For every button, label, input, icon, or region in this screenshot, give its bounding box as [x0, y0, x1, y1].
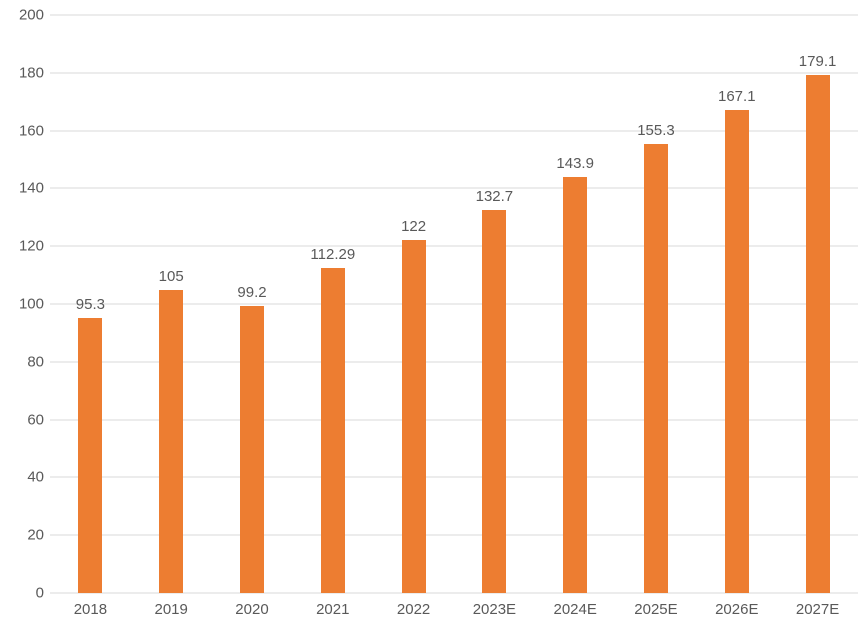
bar [724, 110, 749, 593]
gridline [50, 303, 858, 305]
bar-value-label: 143.9 [556, 155, 594, 173]
bar [482, 209, 507, 593]
bar-group: 105 [131, 15, 212, 593]
y-tick-label: 80 [27, 353, 44, 371]
bar [159, 289, 184, 593]
gridline [50, 476, 858, 478]
bar-group: 143.9 [535, 15, 616, 593]
bar-group: 95.3 [50, 15, 131, 593]
bar-group: 179.1 [777, 15, 858, 593]
bar-group: 112.29 [292, 15, 373, 593]
bar-group: 167.1 [696, 15, 777, 593]
bar-group: 132.7 [454, 15, 535, 593]
gridline [50, 72, 858, 74]
y-tick-label: 200 [18, 6, 44, 24]
bar-value-label: 179.1 [798, 53, 837, 71]
y-tick-label: 0 [35, 584, 44, 602]
y-tick-label: 160 [18, 122, 44, 140]
bar-value-label: 155.3 [637, 122, 675, 140]
y-tick-label: 60 [27, 411, 44, 429]
x-tick-label: 2021 [316, 601, 350, 618]
bar-group: 155.3 [616, 15, 697, 593]
y-tick-label: 100 [18, 295, 44, 313]
gridline [50, 361, 858, 363]
x-tick-label: 2027E [795, 601, 840, 618]
bars: 95.3 105 99.2 112.29 122 132.7 143.9 155.3 167.1… [50, 15, 858, 593]
gridline [50, 187, 858, 189]
gridline [50, 130, 858, 132]
bar [643, 144, 668, 593]
bar [563, 177, 588, 593]
gridline [50, 419, 858, 421]
y-tick-label: 40 [27, 468, 44, 486]
x-tick-label: 2022 [396, 601, 431, 618]
bar-value-label: 167.1 [718, 88, 756, 106]
bar-value-label: 99.2 [237, 284, 267, 302]
bar [320, 268, 345, 593]
y-tick-label: 140 [18, 179, 44, 197]
x-tick-label: 2018 [73, 601, 108, 618]
gridline [50, 245, 858, 247]
bar-value-label: 122 [401, 218, 427, 236]
x-tick-label: 2019 [154, 601, 188, 618]
bar-group: 99.2 [212, 15, 293, 593]
y-axis: 0 20 40 60 80 100 120 140 160 180 200 [0, 8, 44, 601]
bar-value-label: 105 [158, 267, 184, 285]
bar [239, 306, 264, 593]
bar-value-label: 132.7 [475, 187, 514, 205]
x-axis: 2018 2019 2020 2021 2022 2023E 2024E 2025E 2026E… [50, 602, 858, 617]
bar [78, 317, 103, 593]
bar-value-label: 95.3 [75, 295, 105, 313]
x-tick-label: 2026E [715, 601, 759, 618]
x-axis-line [50, 592, 858, 594]
plot-area: 95.3 105 99.2 112.29 122 132.7 143.9 155.3 167.1… [50, 14, 858, 594]
x-tick-label: 2024E [553, 601, 597, 618]
y-tick-label: 120 [18, 237, 44, 255]
gridline [50, 534, 858, 536]
y-tick-label: 180 [18, 64, 44, 82]
bar [805, 75, 830, 593]
x-tick-label: 2023E [472, 601, 517, 618]
bar-group: 122 [373, 15, 454, 593]
bar [401, 240, 426, 593]
x-tick-label: 2020 [235, 601, 269, 618]
x-tick-label: 2025E [634, 601, 678, 618]
y-tick-label: 20 [27, 526, 44, 544]
bar-value-label: 112.29 [310, 246, 356, 264]
gridline [50, 14, 858, 16]
